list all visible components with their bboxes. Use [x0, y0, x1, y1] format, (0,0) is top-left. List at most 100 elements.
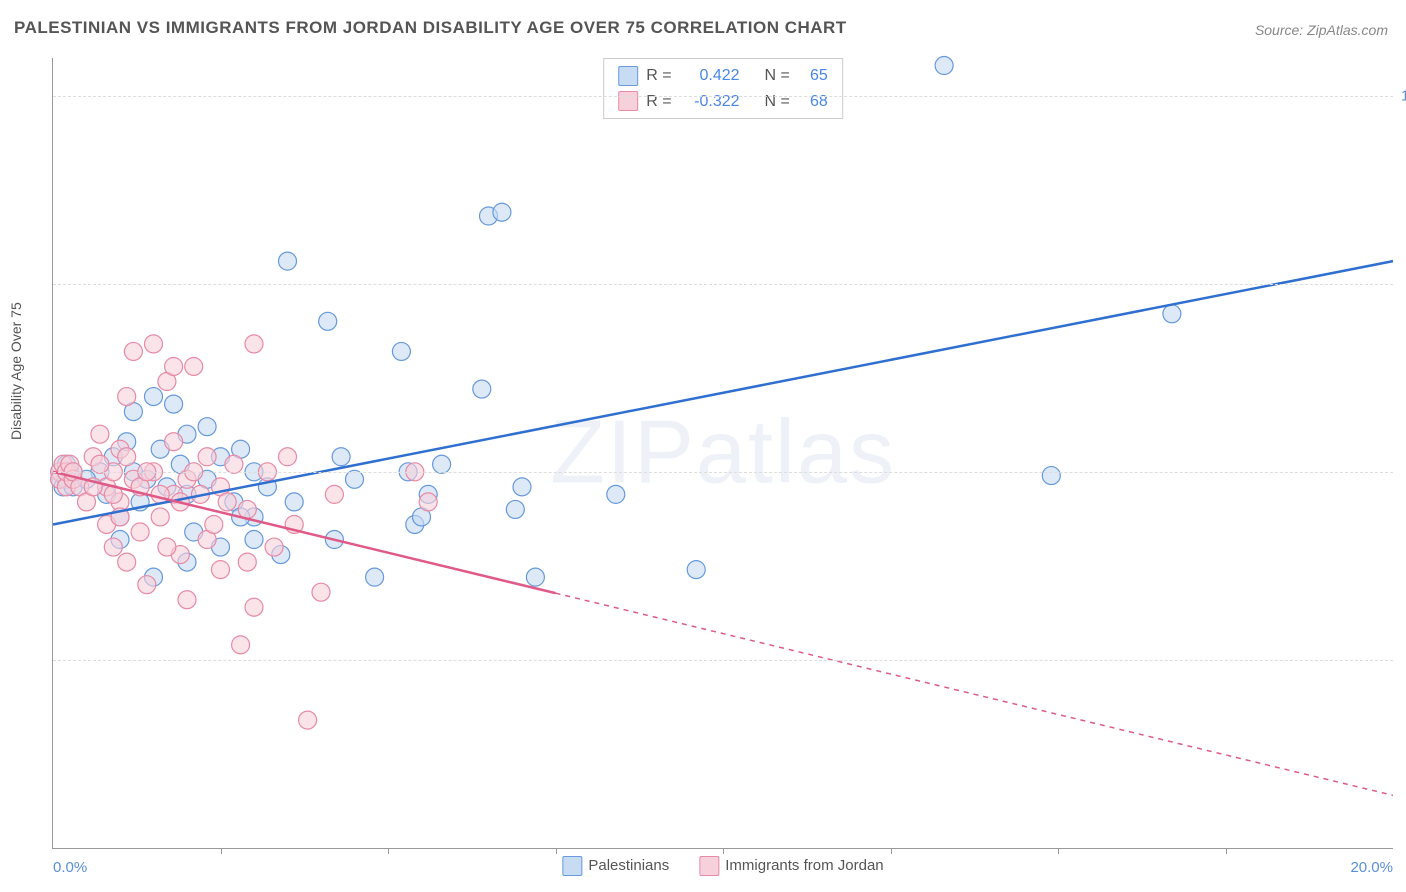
x-axis-max-label: 20.0% — [1350, 859, 1393, 876]
data-point — [935, 57, 953, 75]
n-value: 68 — [798, 89, 828, 115]
data-point — [392, 342, 410, 360]
data-point — [151, 485, 169, 503]
data-point — [1163, 305, 1181, 323]
data-point — [232, 636, 250, 654]
data-point — [165, 395, 183, 413]
x-tick — [891, 848, 892, 854]
trend-line-extrapolated — [556, 593, 1394, 795]
r-value: -0.322 — [680, 89, 740, 115]
x-tick — [556, 848, 557, 854]
gridline — [53, 96, 1393, 97]
data-point — [212, 561, 230, 579]
data-point — [118, 553, 136, 571]
y-tick-label: 75.0% — [1401, 275, 1406, 292]
gridline — [53, 660, 1393, 661]
data-point — [165, 433, 183, 451]
bottom-legend: Palestinians Immigrants from Jordan — [562, 856, 883, 876]
x-tick — [1226, 848, 1227, 854]
data-point — [238, 553, 256, 571]
data-point — [131, 523, 149, 541]
data-point — [185, 357, 203, 375]
series-swatch — [618, 66, 638, 86]
data-point — [1042, 467, 1060, 485]
data-point — [118, 448, 136, 466]
data-point — [312, 583, 330, 601]
data-point — [91, 425, 109, 443]
data-point — [124, 342, 142, 360]
data-point — [346, 470, 364, 488]
gridline — [53, 472, 1393, 473]
chart-title: PALESTINIAN VS IMMIGRANTS FROM JORDAN DI… — [14, 18, 847, 38]
data-point — [238, 500, 256, 518]
y-axis-label: Disability Age Over 75 — [8, 302, 24, 440]
data-point — [366, 568, 384, 586]
data-point — [513, 478, 531, 496]
data-point — [138, 576, 156, 594]
y-tick-label: 50.0% — [1401, 463, 1406, 480]
data-point — [145, 335, 163, 353]
trend-line — [53, 472, 556, 593]
data-point — [279, 252, 297, 270]
x-tick — [388, 848, 389, 854]
data-point — [165, 357, 183, 375]
r-value: 0.422 — [680, 63, 740, 89]
x-axis-min-label: 0.0% — [53, 859, 87, 876]
x-tick — [221, 848, 222, 854]
data-point — [419, 493, 437, 511]
x-tick — [723, 848, 724, 854]
data-point — [265, 538, 283, 556]
trend-line — [53, 261, 1393, 524]
source-attribution: Source: ZipAtlas.com — [1255, 22, 1388, 38]
data-point — [178, 591, 196, 609]
legend-swatch — [699, 856, 719, 876]
r-label: R = — [646, 89, 671, 115]
x-tick — [1058, 848, 1059, 854]
data-point — [104, 538, 122, 556]
n-value: 65 — [798, 63, 828, 89]
data-point — [205, 515, 223, 533]
stats-row: R = -0.322 N = 68 — [618, 89, 828, 115]
data-point — [145, 388, 163, 406]
data-point — [433, 455, 451, 473]
correlation-stats-box: R = 0.422 N = 65 R = -0.322 N = 68 — [603, 58, 843, 119]
data-point — [198, 448, 216, 466]
stats-row: R = 0.422 N = 65 — [618, 63, 828, 89]
r-label: R = — [646, 63, 671, 89]
y-tick-label: 100.0% — [1401, 87, 1406, 104]
data-point — [325, 485, 343, 503]
legend-item: Palestinians — [562, 856, 669, 876]
data-point — [245, 531, 263, 549]
data-point — [118, 388, 136, 406]
data-point — [526, 568, 544, 586]
data-point — [245, 598, 263, 616]
data-point — [332, 448, 350, 466]
data-point — [245, 335, 263, 353]
data-point — [493, 203, 511, 221]
gridline — [53, 284, 1393, 285]
legend-swatch — [562, 856, 582, 876]
legend-label: Palestinians — [588, 857, 669, 874]
data-point — [279, 448, 297, 466]
data-point — [607, 485, 625, 503]
data-point — [218, 493, 236, 511]
data-point — [91, 455, 109, 473]
data-point — [198, 418, 216, 436]
scatter-svg — [53, 58, 1393, 848]
data-point — [473, 380, 491, 398]
legend-label: Immigrants from Jordan — [725, 857, 883, 874]
series-swatch — [618, 91, 638, 111]
data-point — [225, 455, 243, 473]
data-point — [687, 561, 705, 579]
data-point — [506, 500, 524, 518]
data-point — [151, 508, 169, 526]
n-label: N = — [764, 63, 789, 89]
chart-plot-area: ZIPatlas R = 0.422 N = 65 R = -0.322 N =… — [52, 58, 1393, 849]
data-point — [158, 538, 176, 556]
legend-item: Immigrants from Jordan — [699, 856, 883, 876]
data-point — [285, 493, 303, 511]
y-tick-label: 25.0% — [1401, 651, 1406, 668]
data-point — [299, 711, 317, 729]
data-point — [319, 312, 337, 330]
n-label: N = — [764, 89, 789, 115]
